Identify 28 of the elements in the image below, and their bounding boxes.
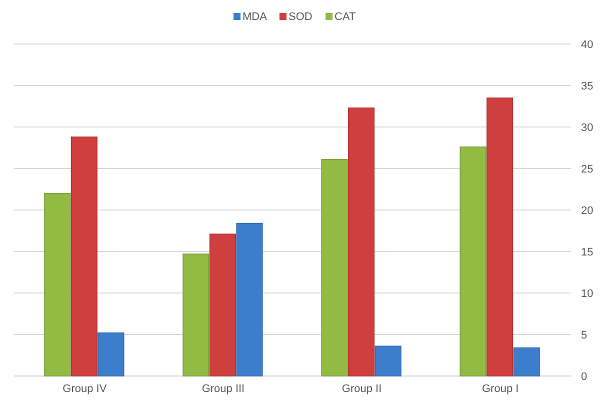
x-tick-label: Group II bbox=[342, 383, 382, 395]
bar bbox=[70, 136, 98, 376]
bar bbox=[513, 347, 540, 376]
bar bbox=[44, 193, 71, 376]
bar bbox=[348, 108, 375, 376]
legend-label: CAT bbox=[334, 11, 356, 23]
x-tick-label: Group IV bbox=[62, 383, 108, 395]
bar bbox=[460, 146, 486, 376]
bar bbox=[374, 346, 402, 376]
y-tick-label: 25 bbox=[581, 163, 594, 176]
y-tick-label: 5 bbox=[581, 329, 588, 342]
y-tick-label: 40 bbox=[581, 38, 594, 51]
bar bbox=[236, 222, 263, 376]
y-tick-label: 30 bbox=[581, 122, 594, 134]
bar bbox=[486, 98, 514, 376]
bar bbox=[182, 254, 210, 376]
y-tick-label: 10 bbox=[581, 288, 594, 300]
x-tick-label: Group III bbox=[202, 383, 245, 395]
y-tick-label: 20 bbox=[581, 204, 594, 217]
y-tick-label: 35 bbox=[581, 80, 594, 92]
x-tick-label: Group I bbox=[482, 383, 519, 395]
y-tick-label: 0 bbox=[581, 370, 588, 383]
legend-label: SOD bbox=[288, 11, 312, 23]
bar bbox=[209, 234, 236, 376]
bar bbox=[98, 332, 124, 376]
y-tick-label: 15 bbox=[581, 246, 594, 258]
legend-label: MDA bbox=[242, 11, 268, 23]
bar bbox=[321, 158, 348, 376]
